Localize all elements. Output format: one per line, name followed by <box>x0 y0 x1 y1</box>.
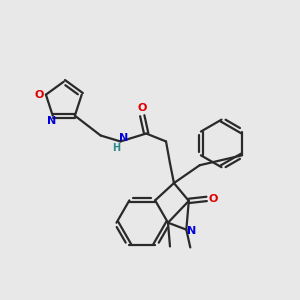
Text: O: O <box>209 194 218 204</box>
Text: N: N <box>119 134 128 143</box>
Text: O: O <box>34 90 44 100</box>
Text: O: O <box>138 103 147 113</box>
Text: H: H <box>112 143 121 153</box>
Text: N: N <box>47 116 56 126</box>
Text: N: N <box>187 226 196 236</box>
